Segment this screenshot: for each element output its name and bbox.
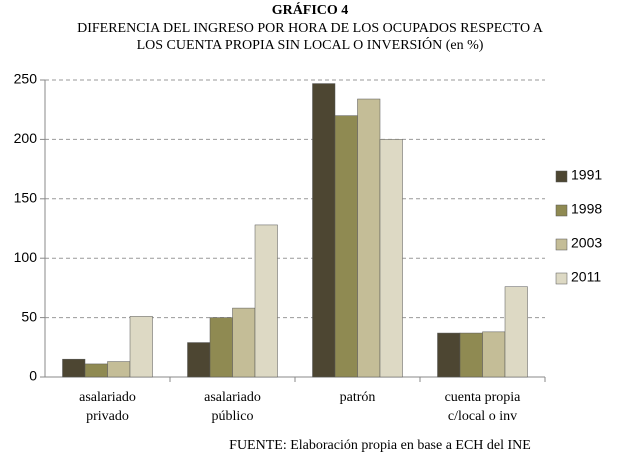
- x-tick-label: cuenta propia: [445, 390, 522, 405]
- legend-swatch: [555, 238, 568, 251]
- y-tick-label: 250: [14, 71, 38, 87]
- bar: [312, 83, 336, 378]
- legend-swatch: [555, 170, 568, 183]
- chart-subtitle: LOS CUENTA PROPIA SIN LOCAL O INVERSIÓN …: [137, 36, 484, 53]
- bar: [504, 286, 528, 378]
- x-tick-label: asalariado: [204, 390, 261, 405]
- bar: [357, 98, 381, 378]
- legend-swatch: [555, 204, 568, 217]
- bar: [254, 224, 278, 378]
- y-tick-label: 150: [14, 190, 38, 206]
- y-tick-label: 0: [29, 368, 37, 384]
- bar: [379, 139, 403, 378]
- chart-title: GRÁFICO 4: [272, 1, 349, 18]
- legend-label: 2003: [571, 235, 602, 251]
- x-tick-label: asalariado: [79, 390, 136, 405]
- x-tick-label: privado: [86, 409, 129, 424]
- bar: [459, 332, 483, 378]
- legend-label: 1998: [571, 201, 602, 217]
- bar: [334, 115, 358, 378]
- bar: [62, 358, 86, 378]
- x-tick-label: patrón: [340, 390, 376, 405]
- bar: [187, 342, 211, 378]
- chart-subtitle: DIFERENCIA DEL INGRESO POR HORA DE LOS O…: [77, 21, 544, 36]
- y-tick-label: 200: [14, 130, 38, 146]
- bar: [107, 361, 131, 378]
- bar: [209, 317, 233, 378]
- y-tick-label: 100: [14, 249, 38, 265]
- bar: [84, 363, 108, 378]
- bar: [232, 307, 256, 378]
- y-tick-label: 50: [21, 308, 37, 324]
- bar: [482, 331, 506, 378]
- bar: [437, 332, 461, 378]
- source-note: FUENTE: Elaboración propia en base a ECH…: [229, 438, 531, 453]
- bar: [129, 316, 153, 378]
- legend-label: 2011: [571, 269, 601, 285]
- legend-swatch: [555, 272, 568, 285]
- x-tick-label: c/local o inv: [448, 409, 517, 424]
- legend-label: 1991: [571, 167, 602, 183]
- x-tick-label: público: [212, 409, 254, 424]
